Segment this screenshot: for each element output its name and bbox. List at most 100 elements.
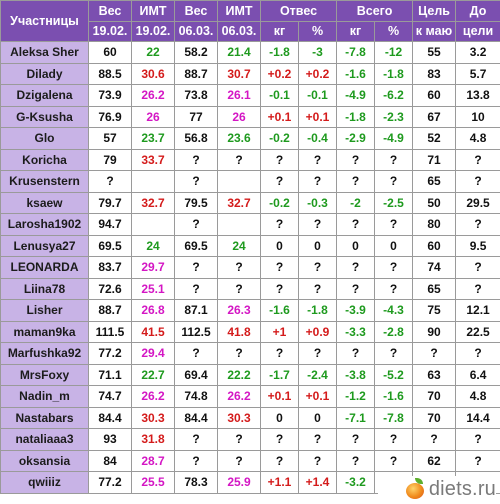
header-loss-pct: % (297, 21, 338, 42)
table-cell: ? (88, 170, 132, 193)
table-row: Nadin_m 74.7 26.2 74.8 26.2 +0.1 +0.1 -1.2 -1.6 7… (0, 385, 500, 408)
table-cell: -3 (297, 41, 338, 64)
table-cell: 71.1 (88, 363, 132, 386)
table-cell: ? (412, 428, 457, 451)
table-cell: ? (374, 428, 414, 451)
table-cell: 12.1 (455, 299, 500, 322)
table-cell: 74 (412, 256, 457, 279)
table-cell: 77.2 (88, 342, 132, 365)
site-logo[interactable]: diets.ru (378, 476, 496, 502)
table-cell: 0 (374, 234, 414, 257)
table-cell: 78.3 (174, 471, 218, 494)
table-cell: 14.4 (455, 406, 500, 429)
table-cell: 30.3 (131, 406, 175, 429)
table-cell: ? (412, 342, 457, 365)
table-cell: ? (174, 428, 218, 451)
table-cell: ? (260, 170, 299, 193)
logo-text: diets.ru (428, 477, 496, 500)
table-cell: +0.2 (297, 62, 338, 85)
table-cell: -0.2 (260, 191, 299, 214)
table-cell: 13.8 (455, 84, 500, 107)
table-cell: -12 (374, 41, 414, 64)
table-cell: +0.1 (260, 105, 299, 128)
table-row: Krusenstern?????? 65? (0, 170, 500, 193)
table-cell (217, 170, 261, 193)
table-cell: 77.2 (88, 471, 132, 494)
table-cell: 4.8 (455, 385, 500, 408)
table-cell: ? (297, 213, 338, 236)
table-cell: ? (260, 342, 299, 365)
participant-name: ksaew (0, 191, 89, 214)
table-cell: -1.6 (374, 385, 414, 408)
table-cell: ? (455, 256, 500, 279)
table-row: ksaew 79.7 32.7 79.5 32.7 -0.2 -0.3 -2 -2.5 50 29.… (0, 191, 500, 214)
table-cell: -1.8 (297, 299, 338, 322)
table-cell: -1.8 (374, 62, 414, 85)
table-cell: ? (217, 342, 261, 365)
table-cell: ? (455, 148, 500, 171)
table-cell (217, 213, 261, 236)
table-row: Dilady 88.5 30.6 88.7 30.7 +0.2 +0.2 -1.6 -1.8 83… (0, 62, 500, 85)
table-cell: ? (374, 213, 414, 236)
table-cell: ? (174, 277, 218, 300)
header-row-1: Участницы Вес ИМТ Вес ИМТ Отвес Всего Це… (0, 0, 500, 42)
participant-name: MrsFoxy (0, 363, 89, 386)
header-date-3: 06.03. (174, 21, 218, 42)
table-cell: 25.9 (217, 471, 261, 494)
table-cell: -2.5 (374, 191, 414, 214)
table-cell: 22 (131, 41, 175, 64)
table-cell: 5.7 (455, 62, 500, 85)
table-cell: -1.7 (260, 363, 299, 386)
table-cell: 52 (412, 127, 457, 150)
table-cell: 26.3 (217, 299, 261, 322)
table-cell: 94.7 (88, 213, 132, 236)
table-cell: ? (297, 428, 338, 451)
participant-name: LEONARDA (0, 256, 89, 279)
table-cell: -4.3 (374, 299, 414, 322)
table-row: Marfushka92 77.2 29.4???????? (0, 342, 500, 365)
table-cell: -5.2 (374, 363, 414, 386)
table-cell: ? (455, 428, 500, 451)
table-cell: +1 (260, 320, 299, 343)
table-cell: -2.3 (374, 105, 414, 128)
table-cell: 74.7 (88, 385, 132, 408)
table-cell: 63 (412, 363, 457, 386)
table-cell: -3.9 (336, 299, 376, 322)
header-bmi-2: ИМТ (217, 0, 261, 22)
table-cell: 0 (297, 406, 338, 429)
header-total: Всего (336, 0, 414, 22)
table-row: Lisher 88.7 26.8 87.1 26.3 -1.6 -1.8 -3.9 -4.3 75… (0, 299, 500, 322)
header-participants: Участницы (0, 0, 89, 42)
table-cell: 22.5 (455, 320, 500, 343)
table-cell: -1.6 (260, 299, 299, 322)
table-cell: 83 (412, 62, 457, 85)
table-cell: +0.1 (297, 105, 338, 128)
table-cell: ? (174, 213, 218, 236)
table-cell: 55 (412, 41, 457, 64)
table-cell: ? (374, 170, 414, 193)
table-cell: -0.1 (260, 84, 299, 107)
table-cell: 26.1 (217, 84, 261, 107)
table-cell: 22.7 (131, 363, 175, 386)
table-cell: -4.9 (336, 84, 376, 107)
header-goal-left: цели (455, 21, 500, 42)
table-cell: 60 (88, 41, 132, 64)
header-date-2: 19.02. (131, 21, 175, 42)
table-cell: 4.8 (455, 127, 500, 150)
table-row: Koricha 79 33.7?????? 71? (0, 148, 500, 171)
table-cell: 69.5 (174, 234, 218, 257)
table-row: Glo 57 23.7 56.8 23.6 -0.2 -0.4 -2.9 -4.9 52 4.8 (0, 127, 500, 150)
table-cell: 0 (336, 234, 376, 257)
participant-name: Marfushka92 (0, 342, 89, 365)
table-cell: ? (297, 449, 338, 472)
table-cell (131, 170, 175, 193)
table-row: Nastabars 84.4 30.3 84.4 30.3 0 0 -7.1 -7.8 70 14.… (0, 406, 500, 429)
table-row: Liina78 72.6 25.1?????? 65? (0, 277, 500, 300)
table-cell: 31.8 (131, 428, 175, 451)
table-cell: ? (260, 449, 299, 472)
table-cell: 60 (412, 234, 457, 257)
table-row: maman9ka 111.5 41.5 112.5 41.8 +1 +0.9 -3.3 -2.8… (0, 320, 500, 343)
table-cell: 30.6 (131, 62, 175, 85)
table-cell: ? (174, 342, 218, 365)
table-cell: 24 (131, 234, 175, 257)
